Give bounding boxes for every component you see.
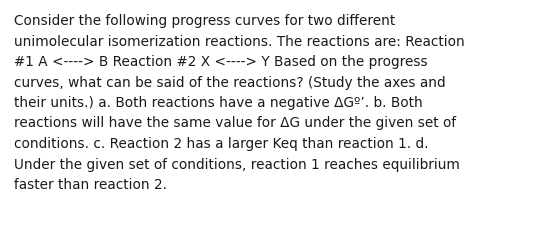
Text: curves, what can be said of the reactions? (Study the axes and: curves, what can be said of the reaction… xyxy=(14,75,446,89)
Text: faster than reaction 2.: faster than reaction 2. xyxy=(14,177,167,191)
Text: conditions. c. Reaction 2 has a larger Keq than reaction 1. d.: conditions. c. Reaction 2 has a larger K… xyxy=(14,136,429,150)
Text: Under the given set of conditions, reaction 1 reaches equilibrium: Under the given set of conditions, react… xyxy=(14,157,460,171)
Text: unimolecular isomerization reactions. The reactions are: Reaction: unimolecular isomerization reactions. Th… xyxy=(14,34,465,48)
Text: Consider the following progress curves for two different: Consider the following progress curves f… xyxy=(14,14,395,28)
Text: #1 A <----> B Reaction #2 X <----> Y Based on the progress: #1 A <----> B Reaction #2 X <----> Y Bas… xyxy=(14,55,427,69)
Text: their units.) a. Both reactions have a negative ΔGº’. b. Both: their units.) a. Both reactions have a n… xyxy=(14,95,423,109)
Text: reactions will have the same value for ΔG under the given set of: reactions will have the same value for Δ… xyxy=(14,116,456,130)
